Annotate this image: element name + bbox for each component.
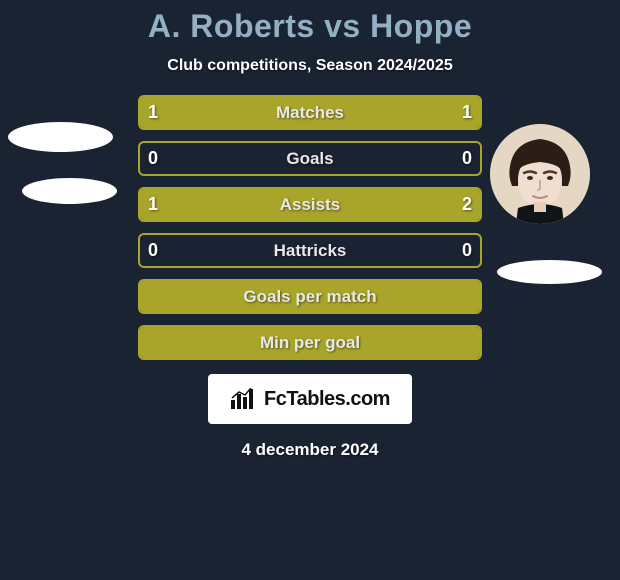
stat-value-right: 2 [462, 194, 472, 215]
stats-list: Matches11Goals00Assists12Hattricks00Goal… [138, 95, 482, 360]
stat-label: Goals [140, 149, 480, 169]
bar-chart-icon [230, 388, 258, 410]
stat-label: Goals per match [140, 287, 480, 307]
stat-value-left: 0 [148, 148, 158, 169]
avatar-right [490, 124, 590, 224]
subtitle: Club competitions, Season 2024/2025 [0, 57, 620, 75]
placeholder-shape [8, 122, 113, 152]
stat-value-right: 0 [462, 240, 472, 261]
stat-row: Hattricks0 0 [138, 233, 482, 268]
stat-row: Goals0 0 [138, 141, 482, 176]
placeholder-shape [22, 178, 117, 204]
stat-label: Matches [140, 103, 480, 123]
stat-row: Min per goal [138, 325, 482, 360]
comparison-card: A. Roberts vs Hoppe Club competitions, S… [0, 0, 620, 580]
brand-badge[interactable]: FcTables.com [208, 374, 412, 424]
brand-text: FcTables.com [264, 388, 390, 411]
stat-value-right: 1 [462, 102, 472, 123]
stat-value-right: 0 [462, 148, 472, 169]
stat-value-left: 0 [148, 240, 158, 261]
title-vs: vs [324, 8, 361, 44]
placeholder-shape [497, 260, 602, 284]
stat-label: Min per goal [140, 333, 480, 353]
stat-row: Goals per match [138, 279, 482, 314]
stat-value-left: 1 [148, 194, 158, 215]
person-icon [490, 124, 590, 224]
stat-label: Assists [140, 195, 480, 215]
stat-value-left: 1 [148, 102, 158, 123]
stat-row: Matches1 1 [138, 95, 482, 130]
stat-label: Hattricks [140, 241, 480, 261]
title-player-left: A. Roberts [148, 8, 315, 44]
title-player-right: Hoppe [370, 8, 472, 44]
stat-row: Assists1 2 [138, 187, 482, 222]
date-text: 4 december 2024 [0, 440, 620, 460]
page-title: A. Roberts vs Hoppe [0, 8, 620, 45]
